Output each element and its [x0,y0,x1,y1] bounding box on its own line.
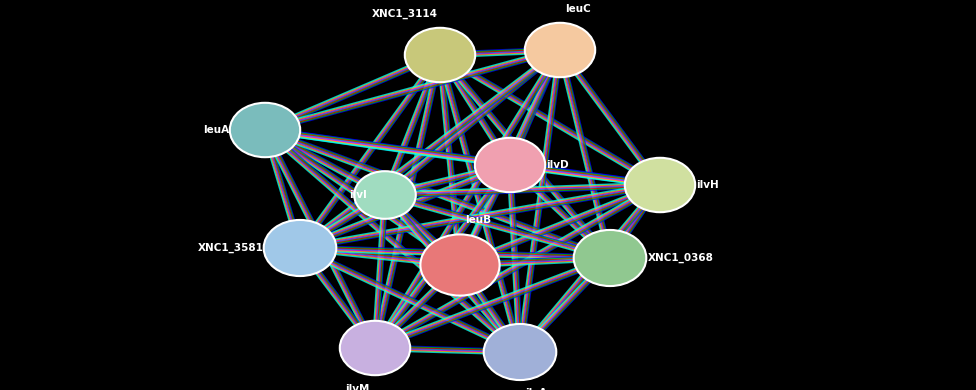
Text: ilvM: ilvM [346,384,370,390]
Ellipse shape [354,171,416,219]
Ellipse shape [574,230,646,286]
Text: leuA: leuA [203,125,229,135]
Ellipse shape [421,234,500,296]
Text: XNC1_3114: XNC1_3114 [372,9,438,19]
Text: XNC1_3581: XNC1_3581 [198,243,264,253]
Text: XNC1_0368: XNC1_0368 [648,253,713,263]
Ellipse shape [474,138,546,192]
Ellipse shape [264,220,337,276]
Text: ilvI: ilvI [349,190,367,200]
Text: ilvA: ilvA [525,388,547,390]
Ellipse shape [405,28,475,82]
Text: ilvH: ilvH [696,180,718,190]
Ellipse shape [229,103,301,157]
Text: leuC: leuC [565,4,590,14]
Ellipse shape [525,23,595,77]
Text: leuB: leuB [465,215,491,225]
Ellipse shape [625,158,695,212]
Ellipse shape [340,321,410,375]
Ellipse shape [484,324,556,380]
Text: ilvD: ilvD [546,160,569,170]
